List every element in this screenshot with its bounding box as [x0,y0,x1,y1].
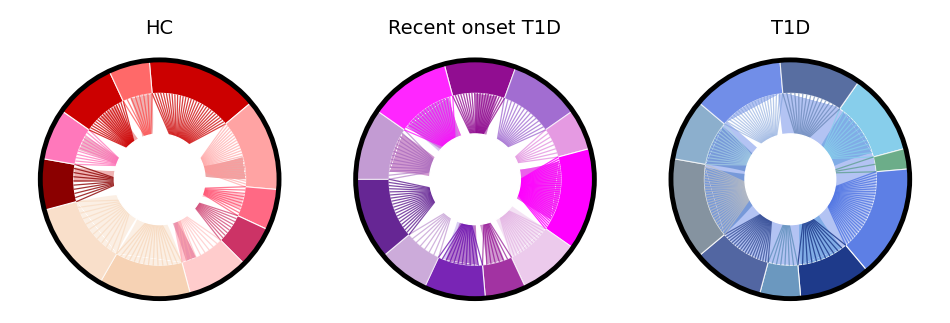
Polygon shape [759,262,801,299]
Polygon shape [545,148,595,248]
Polygon shape [425,257,485,299]
Circle shape [114,134,205,224]
Polygon shape [699,234,769,295]
Polygon shape [799,111,872,265]
Polygon shape [45,202,117,283]
Title: HC: HC [145,19,174,38]
Polygon shape [74,94,153,182]
Polygon shape [408,98,478,265]
Polygon shape [840,81,905,157]
Polygon shape [408,98,545,256]
Polygon shape [873,148,909,172]
Title: Recent onset T1D: Recent onset T1D [389,19,561,38]
Polygon shape [109,60,152,101]
Polygon shape [149,60,251,124]
Polygon shape [798,245,867,298]
Polygon shape [384,234,439,287]
Polygon shape [705,93,876,265]
Polygon shape [225,102,279,190]
Polygon shape [62,71,124,130]
Polygon shape [483,257,525,298]
Polygon shape [846,169,910,271]
Polygon shape [545,111,590,157]
Polygon shape [799,111,872,265]
Polygon shape [673,102,725,164]
Polygon shape [42,111,89,164]
Polygon shape [77,195,181,265]
Polygon shape [390,134,504,264]
Circle shape [671,60,910,299]
Circle shape [745,134,836,224]
Circle shape [429,134,521,224]
Polygon shape [174,190,244,262]
Polygon shape [99,105,246,179]
Polygon shape [780,60,859,109]
Polygon shape [408,98,560,220]
Circle shape [355,60,595,299]
Polygon shape [238,187,278,230]
Polygon shape [355,179,409,256]
Polygon shape [377,64,453,130]
Polygon shape [444,60,516,99]
Polygon shape [408,98,560,220]
Polygon shape [704,126,763,234]
Polygon shape [504,67,573,130]
Polygon shape [220,215,268,264]
Polygon shape [511,229,573,287]
Polygon shape [79,136,196,261]
Polygon shape [699,60,783,124]
Polygon shape [355,111,405,179]
Polygon shape [40,159,77,210]
Circle shape [40,60,279,299]
Polygon shape [671,159,725,256]
Polygon shape [100,254,191,299]
Polygon shape [446,93,497,265]
Title: T1D: T1D [770,19,810,38]
Polygon shape [181,240,244,295]
